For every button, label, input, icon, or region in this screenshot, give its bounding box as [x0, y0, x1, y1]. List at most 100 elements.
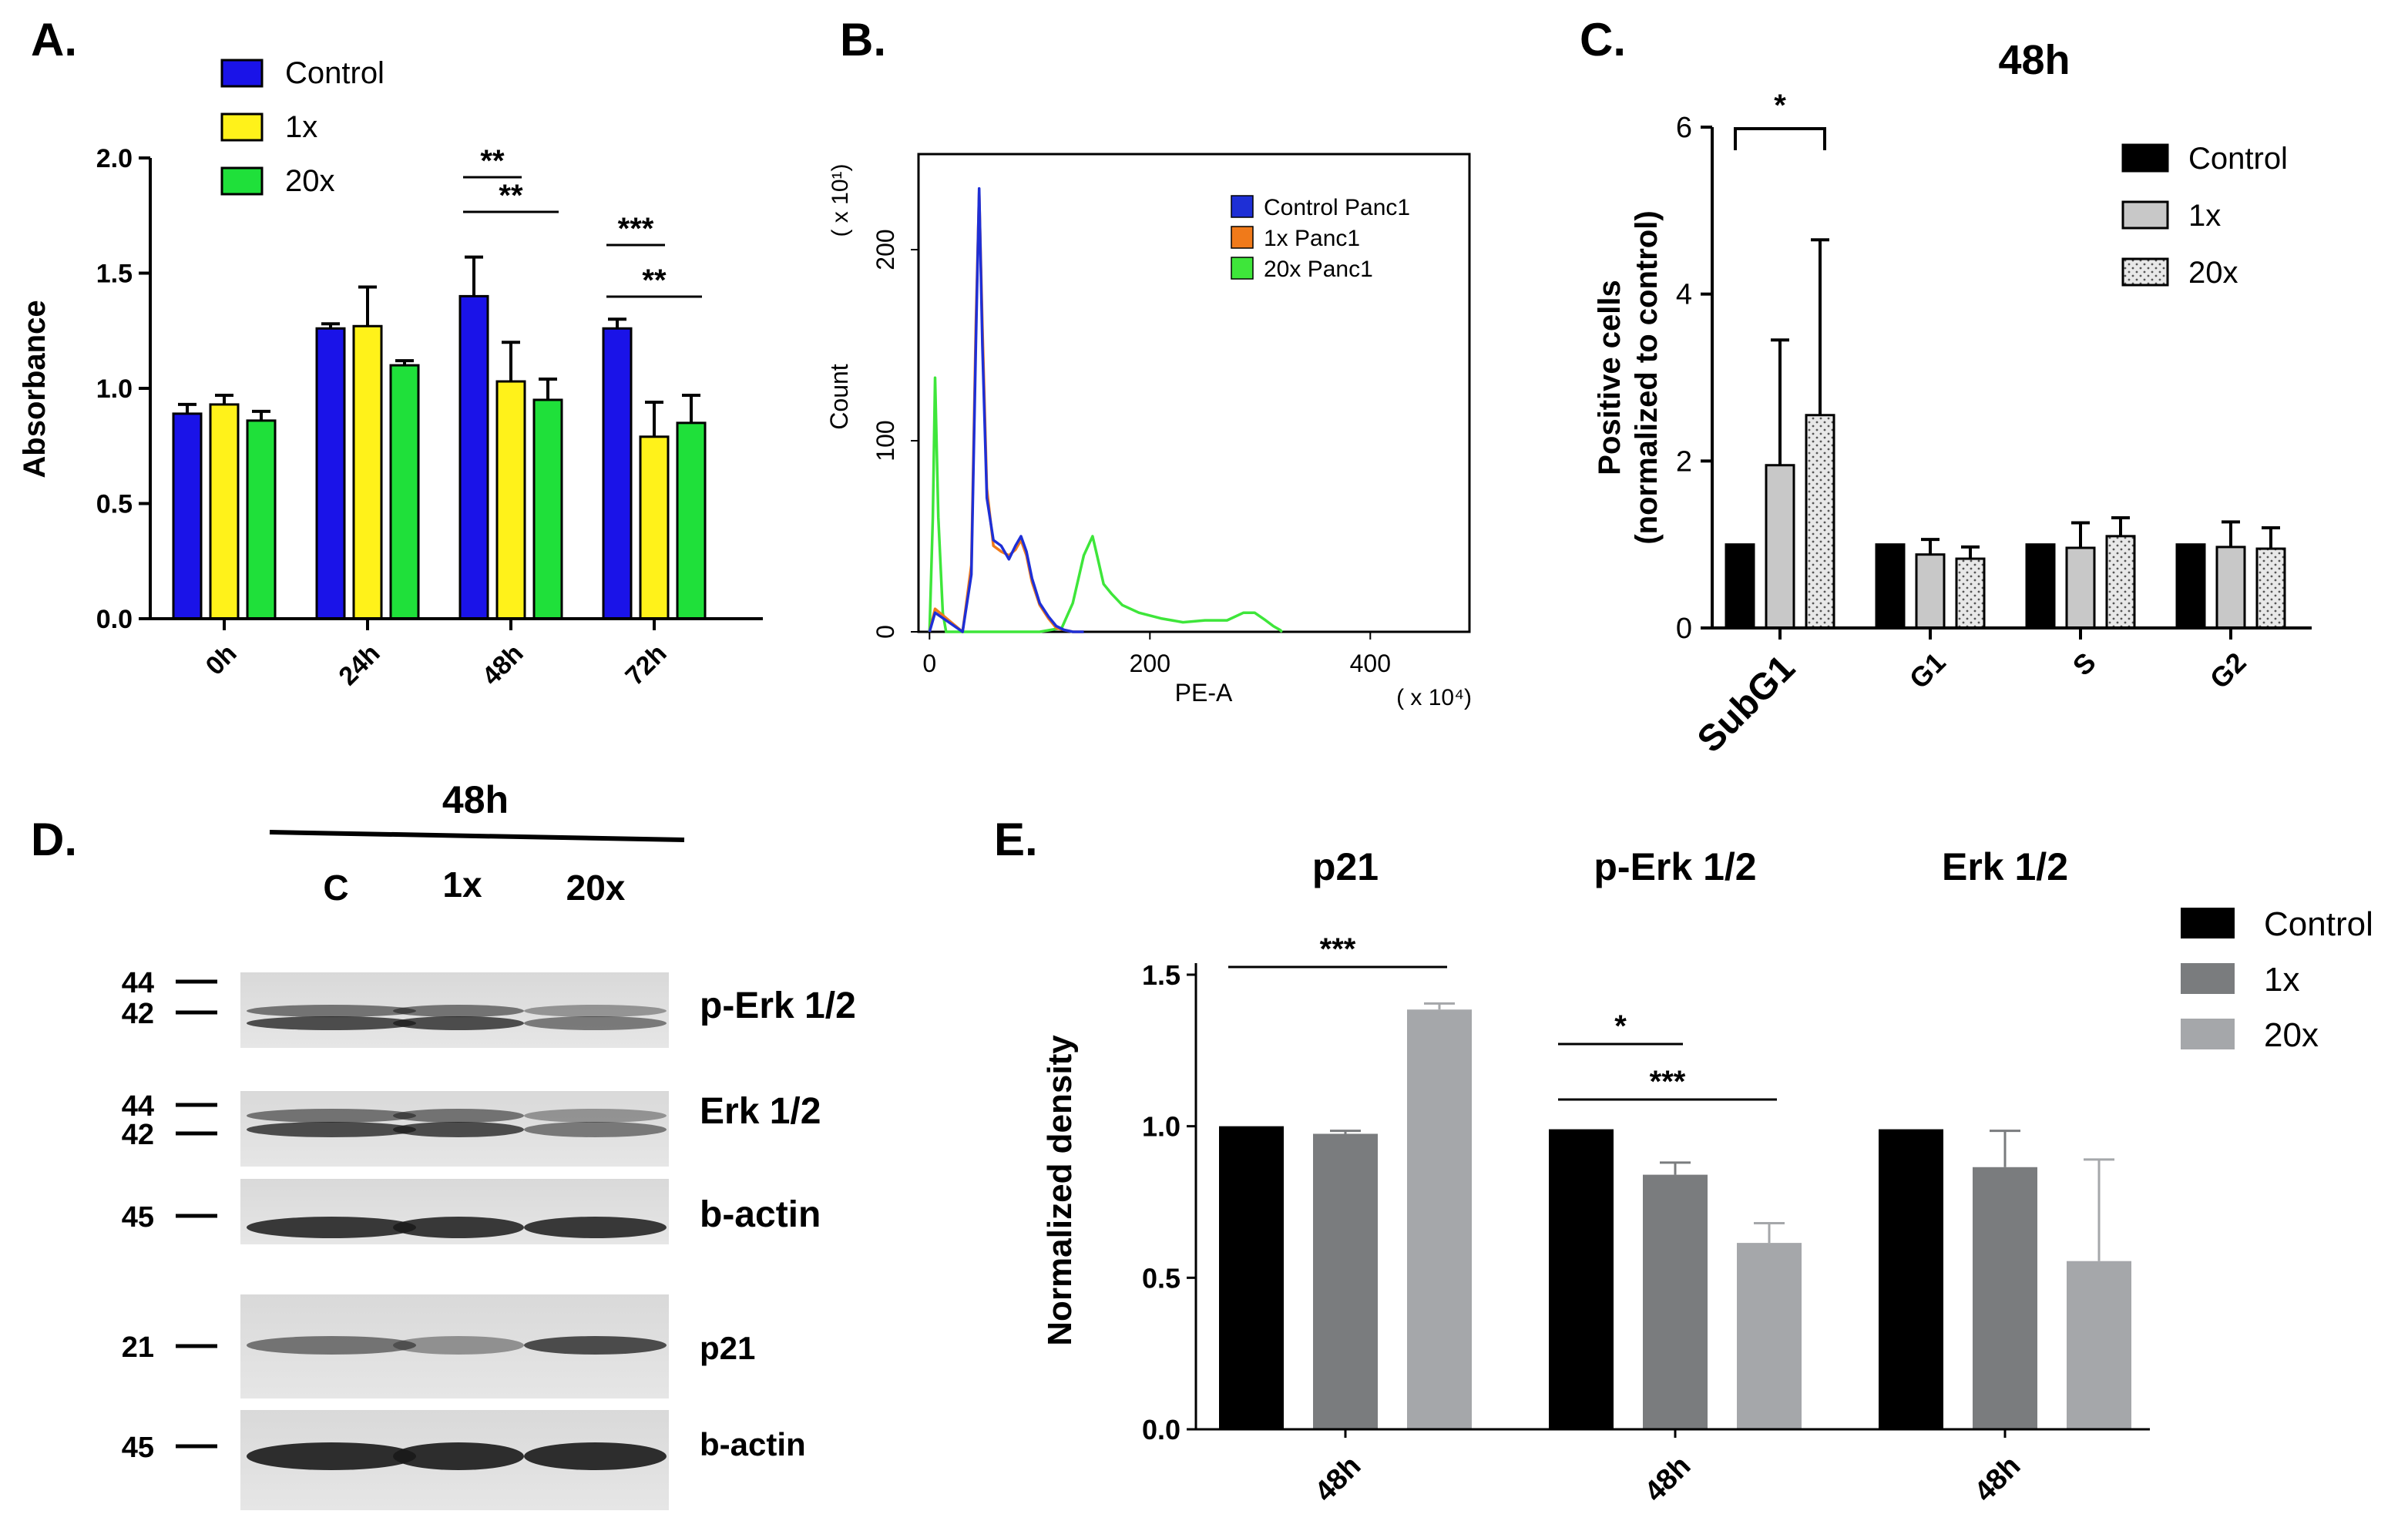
bar-a-72h-control — [602, 327, 633, 620]
b-ytick-label: 200 — [872, 229, 899, 270]
c-legend-swatch-20x — [2121, 257, 2169, 287]
e-ytick-label: 0.0 — [1142, 1414, 1180, 1445]
blot-row-2-b-actin-band — [524, 1217, 667, 1238]
panel-b-y-multiplier: ( x 10¹) — [828, 163, 853, 237]
a-xtick-label-24h: 24h — [333, 639, 385, 691]
c-legend-swatch-control — [2121, 143, 2169, 173]
e-legend-label-1x: 1x — [2264, 961, 2299, 999]
b-legend-swatch-20x-panc1 — [1231, 257, 1254, 280]
blot-label-p-erk-1-2: p-Erk 1/2 — [700, 985, 856, 1026]
c-xtick-label-s: S — [2067, 646, 2102, 682]
bar-c-g2-20x — [2255, 547, 2286, 630]
b-legend-label-20x-panc1: 20x Panc1 — [1264, 257, 1373, 282]
c-legend-label-control: Control — [2188, 142, 2288, 176]
bar-c-s-20x — [2105, 535, 2136, 630]
panel-b-chart: 0 200 400 0 100 200 ( x 10¹) Count PE-A ( x 1… — [825, 153, 1472, 710]
blot-row-4-b-actin-band — [393, 1442, 524, 1470]
a-sig-stars: ** — [642, 264, 667, 297]
bar-a-0h-1x — [209, 403, 240, 620]
a-ytick-label: 1.0 — [96, 374, 133, 404]
blot-row-4-b-actin-band — [524, 1442, 667, 1470]
b-series-1x-panc1 — [928, 190, 1084, 633]
b-series-20x-panc1 — [928, 376, 1284, 633]
c-legend-label-20x: 20x — [2188, 256, 2238, 290]
e-ytick-label: 1.0 — [1142, 1111, 1180, 1143]
a-legend-swatch-1x — [220, 112, 264, 142]
blot-title-underline — [269, 830, 685, 842]
panel-a-chart: ********* 0.00.51.01.52.0 0h 24h 48h 72h Ab… — [18, 56, 763, 691]
bar-c-s-1x — [2065, 546, 2096, 630]
panel-b-y-axis-label: Count — [825, 364, 853, 430]
c-sig-stars: * — [1774, 89, 1786, 123]
e-group-title-p21: p21 — [1312, 845, 1379, 888]
blot-row-0-p-erk-1-2-band — [524, 1016, 667, 1030]
blot-label-erk-1-2: Erk 1/2 — [700, 1091, 821, 1132]
panel-label-c: C. — [1580, 14, 1626, 65]
panel-c-y-axis-label-1: Positive cells — [1593, 280, 1627, 475]
e-ytick-label: 0.5 — [1142, 1262, 1180, 1294]
bar-e-p21-control — [1219, 1126, 1284, 1429]
blot-row-0-p-erk-1-2-band — [393, 1016, 524, 1030]
bar-a-0h-20x — [246, 419, 277, 620]
blot-row-2-b-actin-band — [393, 1217, 524, 1238]
blot-row-1-erk-1-2-band — [247, 1122, 416, 1137]
bar-e-erk-1-2-control — [1879, 1129, 1943, 1429]
e-legend-label-control: Control — [2264, 905, 2373, 943]
bar-c-g2-1x — [2215, 546, 2246, 630]
e-legend-swatch-20x — [2181, 1019, 2235, 1049]
blot-row-1-erk-1-2-band — [524, 1122, 667, 1137]
a-ytick-label: 2.0 — [96, 144, 133, 173]
bar-c-g1-1x — [1915, 553, 1946, 630]
bar-c-subg1-control — [1725, 543, 1755, 630]
c-legend-swatch-1x — [2121, 200, 2169, 230]
b-legend-swatch-control-panc1 — [1231, 195, 1254, 218]
panel-e-chart: p21 p-Erk 1/2 Erk 1/2 ******* 0.00.51.01.5… — [1041, 845, 2373, 1509]
bar-e-p21-20x — [1407, 1009, 1472, 1429]
e-xtick-label: 48h — [1308, 1450, 1367, 1509]
bar-a-48h-control — [458, 294, 489, 620]
bar-c-subg1-20x — [1805, 414, 1835, 630]
c-ytick-label: 2 — [1676, 445, 1692, 478]
e-legend-swatch-1x — [2181, 963, 2235, 994]
blot-marker-44: 44 — [122, 967, 154, 999]
e-sig-stars: *** — [1650, 1065, 1686, 1099]
bar-a-72h-1x — [639, 435, 670, 620]
a-xtick-label-0h: 0h — [200, 639, 243, 681]
blot-label-p21: p21 — [700, 1330, 755, 1366]
blot-label-b-actin: b-actin — [700, 1426, 806, 1462]
b-xtick-label: 200 — [1130, 650, 1170, 677]
blot-row-3-p21-band — [393, 1336, 524, 1355]
e-sig-stars: *** — [1320, 932, 1356, 966]
a-legend-label-control: Control — [285, 56, 385, 90]
blot-title: 48h — [442, 778, 509, 821]
panel-label-a: A. — [31, 14, 77, 65]
c-ytick-label: 0 — [1676, 613, 1692, 645]
e-xtick-label: 48h — [1968, 1450, 2027, 1509]
a-legend-label-1x: 1x — [285, 110, 317, 144]
blot-marker-21: 21 — [122, 1331, 154, 1364]
bar-a-24h-20x — [389, 364, 420, 620]
blot-row-3-p21-band — [524, 1336, 667, 1355]
panel-label-e: E. — [994, 814, 1038, 865]
e-group-title-p-erk-1-2: p-Erk 1/2 — [1594, 845, 1756, 888]
bar-e-p21-1x — [1313, 1133, 1378, 1429]
b-legend-label-1x-panc1: 1x Panc1 — [1264, 226, 1360, 251]
bar-e-p-erk-1-2-20x — [1737, 1243, 1802, 1429]
blot-marker-44: 44 — [122, 1090, 154, 1123]
bar-c-g2-control — [2175, 543, 2206, 630]
blot-row-2-b-actin-band — [247, 1217, 416, 1238]
bar-c-s-control — [2025, 543, 2056, 630]
panel-b-x-axis-label: PE-A — [1175, 679, 1233, 707]
panel-c-title: 48h — [1998, 37, 2070, 83]
bar-a-24h-control — [315, 327, 346, 620]
bar-e-erk-1-2-20x — [2067, 1261, 2131, 1429]
a-xtick-label-48h: 48h — [476, 639, 529, 691]
panel-e-y-axis-label: Normalized density — [1041, 1035, 1079, 1346]
a-sig-stars: ** — [480, 144, 505, 178]
blot-row-4-b-actin-band — [247, 1442, 416, 1470]
bar-c-g1-control — [1875, 543, 1906, 630]
a-sig-stars: ** — [499, 179, 523, 213]
blot-row-1-erk-1-2-band — [247, 1109, 416, 1123]
